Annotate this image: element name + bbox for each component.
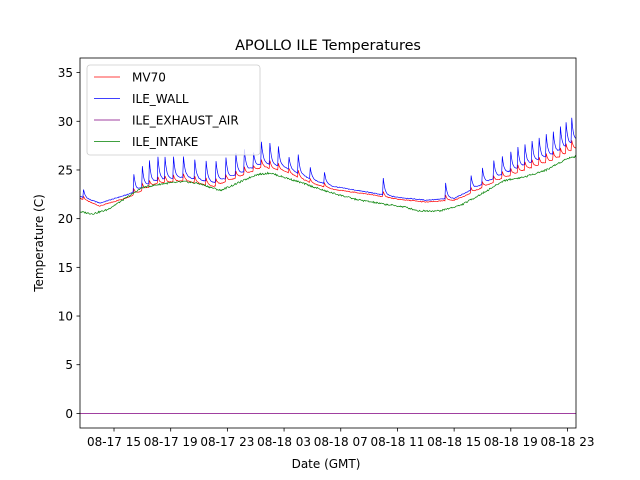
series-line-mv70 bbox=[80, 140, 576, 207]
y-tick-label: 10 bbox=[58, 310, 73, 324]
x-tick-label: 08-17 15 bbox=[87, 435, 141, 449]
legend-entry-label: ILE_EXHAUST_AIR bbox=[132, 114, 239, 128]
y-tick-label: 0 bbox=[65, 407, 73, 421]
legend-box bbox=[86, 64, 261, 156]
series-line-ile-wall bbox=[80, 117, 576, 204]
x-tick-label: 08-17 19 bbox=[144, 435, 198, 449]
x-tick-label: 08-18 15 bbox=[427, 435, 481, 449]
y-tick-label: 25 bbox=[58, 163, 73, 177]
legend-entry-label: ILE_INTAKE bbox=[132, 135, 198, 149]
x-tick-label: 08-18 03 bbox=[257, 435, 311, 449]
x-tick-label: 08-18 23 bbox=[541, 435, 595, 449]
y-tick-label: 20 bbox=[58, 212, 73, 226]
legend-entry-label: ILE_WALL bbox=[132, 92, 189, 106]
x-tick-label: 08-18 07 bbox=[314, 435, 368, 449]
y-tick-label: 35 bbox=[58, 66, 73, 80]
x-tick-label: 08-17 23 bbox=[200, 435, 254, 449]
y-tick-label: 15 bbox=[58, 261, 73, 275]
chart-title: APOLLO ILE Temperatures bbox=[235, 38, 421, 54]
y-axis-label: Temperature (C) bbox=[32, 194, 46, 293]
legend-entry-label: MV70 bbox=[132, 71, 166, 85]
y-tick-label: 5 bbox=[65, 358, 73, 372]
x-tick-label: 08-18 19 bbox=[484, 435, 538, 449]
y-tick-label: 30 bbox=[58, 115, 73, 129]
plot-frame bbox=[79, 57, 577, 429]
legend: MV70 ILE_WALL ILE_EXHAUST_AIR ILE_INTAKE bbox=[86, 64, 261, 156]
series-line-ile-intake bbox=[80, 154, 576, 215]
x-axis-label: Date (GMT) bbox=[292, 457, 361, 471]
x-tick-label: 08-18 11 bbox=[370, 435, 424, 449]
